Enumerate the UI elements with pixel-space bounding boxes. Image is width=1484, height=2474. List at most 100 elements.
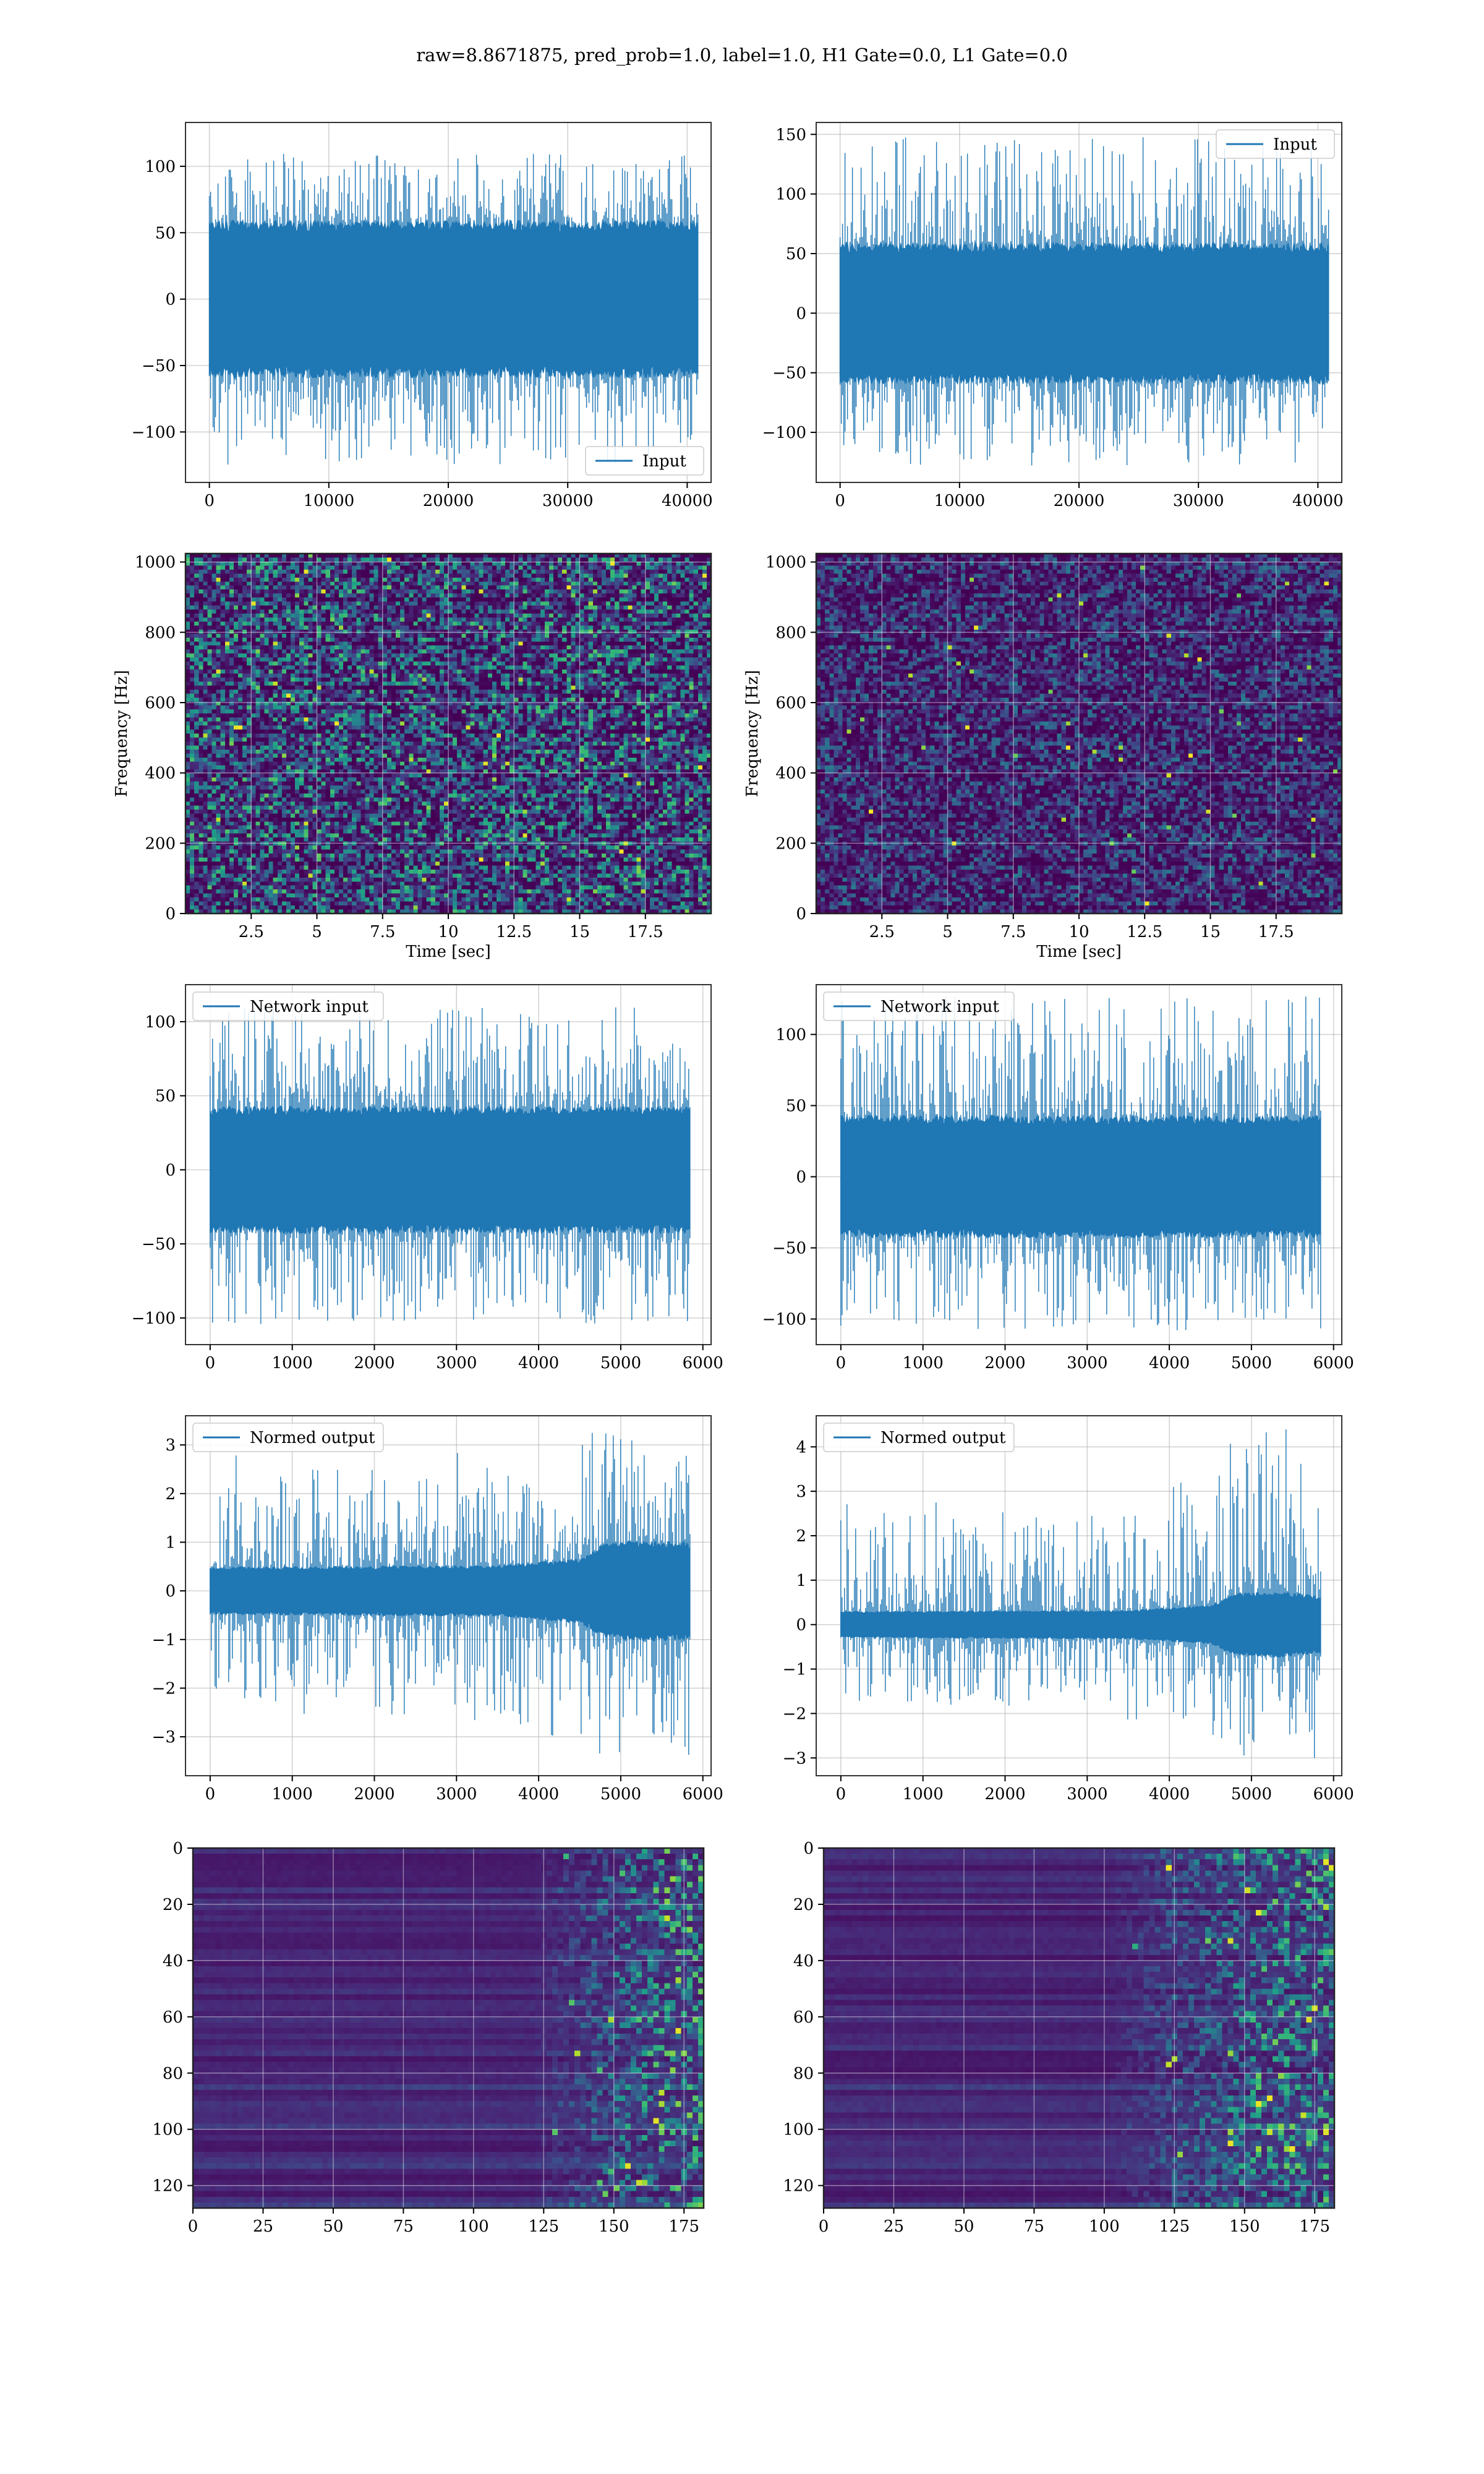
spectrogram-cell (532, 581, 537, 586)
spectrogram-cell (484, 586, 488, 590)
spectrogram-cell (330, 594, 335, 598)
spectrogram-cell (260, 617, 265, 622)
spectrogram-cell (448, 594, 453, 598)
spectrogram-cell (593, 674, 598, 678)
spectrogram-cell (304, 674, 309, 678)
spectrogram-cell (203, 630, 208, 634)
spectrogram-cell (260, 690, 265, 694)
spectrogram-cell (409, 646, 414, 650)
spectrogram-cell (322, 581, 326, 586)
spectrogram-cell (225, 573, 230, 578)
spectrogram-cell (216, 617, 221, 622)
spectrogram-cell (225, 662, 230, 666)
spectrogram-cell (286, 649, 291, 654)
y-tick-label: 0 (796, 304, 806, 323)
spectrogram-cell (260, 706, 265, 710)
spectrogram-cell (475, 617, 480, 622)
spectrogram-cell (265, 666, 270, 670)
spectrogram-cell (269, 570, 274, 574)
spectrogram-cell (694, 622, 699, 626)
spectrogram-cell (383, 610, 388, 614)
spectrogram-cell (190, 586, 195, 590)
spectrogram-cell (584, 617, 589, 622)
spectrogram-cell (225, 565, 230, 570)
spectrogram-cell (234, 685, 239, 690)
spectrogram-cell (448, 657, 453, 662)
spectrogram-cell (400, 589, 405, 594)
spectrogram-cell (619, 662, 624, 666)
spectrogram-cell (646, 633, 650, 638)
spectrogram-cell (343, 606, 348, 610)
spectrogram-cell (404, 685, 409, 690)
spectrogram-cell (540, 670, 545, 674)
spectrogram-cell (628, 690, 633, 694)
spectrogram-cell (527, 589, 532, 594)
spectrogram-cell (255, 638, 260, 642)
spectrogram-cell (413, 646, 418, 650)
spectrogram-cell (505, 690, 510, 694)
x-tick-label: 0 (835, 492, 845, 510)
spectrogram-cell (448, 630, 453, 634)
spectrogram-cell (427, 698, 432, 702)
spectrogram-cell (409, 638, 414, 642)
spectrogram-cell (383, 693, 388, 698)
spectrogram-cell (251, 602, 256, 606)
spectrogram-cell (370, 594, 375, 598)
spectrogram-cell (278, 570, 283, 574)
spectrogram-cell (549, 682, 554, 686)
spectrogram-cell (273, 638, 278, 642)
spectrogram-cell (234, 625, 239, 630)
spectrogram-cell (278, 646, 283, 650)
spectrogram-cell (623, 649, 628, 654)
spectrogram-cell (479, 693, 484, 698)
spectrogram-cell (571, 638, 576, 642)
spectrogram-cell (672, 649, 676, 654)
spectrogram-cell (650, 597, 655, 602)
spectrogram-cell (610, 685, 615, 690)
spectrogram-cell (584, 641, 589, 646)
spectrogram-cell (505, 649, 510, 654)
spectrogram-cell (435, 589, 440, 594)
spectrogram-cell (417, 557, 422, 562)
spectrogram-cell (532, 606, 537, 610)
spectrogram-cell (348, 646, 352, 650)
spectrogram-cell (466, 625, 471, 630)
spectrogram-cell (497, 570, 501, 574)
spectrogram-cell (278, 649, 283, 654)
spectrogram-cell (558, 657, 563, 662)
spectrogram-cell (694, 625, 699, 630)
spectrogram-cell (265, 578, 270, 582)
spectrogram-cell (602, 557, 607, 562)
spectrogram-cell (282, 706, 287, 710)
spectrogram-cell (422, 581, 427, 586)
spectrogram-cell (326, 698, 331, 702)
spectrogram-cell (422, 646, 427, 650)
spectrogram-cell (212, 586, 217, 590)
spectrogram-cell (286, 666, 291, 670)
spectrogram-cell (589, 646, 594, 650)
spectrogram-cell (685, 625, 690, 630)
spectrogram-cell (505, 597, 510, 602)
spectrogram-cell (497, 622, 501, 626)
spectrogram-cell (308, 565, 313, 570)
spectrogram-cell (685, 666, 690, 670)
spectrogram-cell (536, 662, 541, 666)
spectrogram-cell (702, 625, 707, 630)
spectrogram-cell (558, 614, 563, 618)
spectrogram-cell (571, 610, 576, 614)
spectrogram-cell (251, 685, 256, 690)
spectrogram-cell (265, 649, 270, 654)
spectrogram-cell (396, 581, 401, 586)
spectrogram-cell (299, 589, 304, 594)
spectrogram-cell (497, 594, 501, 598)
spectrogram-cell (628, 638, 633, 642)
spectrogram-cell (216, 578, 221, 582)
spectrogram-cell (689, 573, 694, 578)
spectrogram-cell (229, 578, 234, 582)
spectrogram-cell (404, 662, 409, 666)
spectrogram-cell (593, 581, 598, 586)
spectrogram-cell (571, 674, 576, 678)
spectrogram-cell (663, 570, 668, 574)
spectrogram-cell (391, 586, 396, 590)
spectrogram-cell (615, 597, 620, 602)
